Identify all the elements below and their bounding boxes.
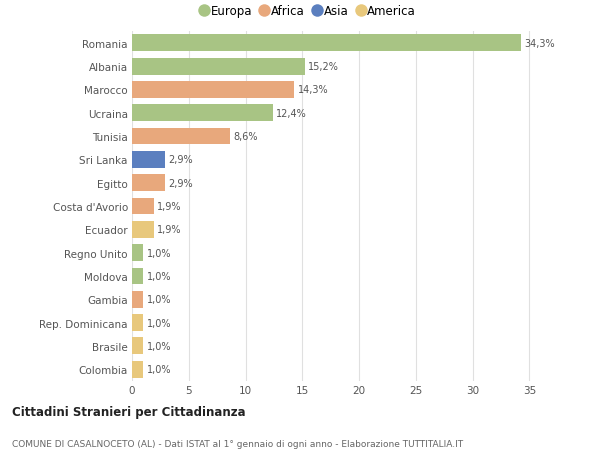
Text: 8,6%: 8,6% bbox=[233, 132, 257, 142]
Text: 34,3%: 34,3% bbox=[525, 39, 556, 49]
Bar bbox=[132, 175, 165, 192]
Text: Cittadini Stranieri per Cittadinanza: Cittadini Stranieri per Cittadinanza bbox=[12, 405, 245, 419]
Bar bbox=[132, 314, 143, 331]
Bar bbox=[132, 361, 143, 378]
Bar bbox=[132, 291, 143, 308]
Text: 1,0%: 1,0% bbox=[147, 271, 171, 281]
Text: 14,3%: 14,3% bbox=[298, 85, 328, 95]
Bar bbox=[132, 268, 143, 285]
Text: 15,2%: 15,2% bbox=[308, 62, 339, 72]
Text: 1,0%: 1,0% bbox=[147, 341, 171, 351]
Bar bbox=[132, 105, 273, 122]
Text: 1,0%: 1,0% bbox=[147, 318, 171, 328]
Text: 1,9%: 1,9% bbox=[157, 202, 181, 212]
Text: COMUNE DI CASALNOCETO (AL) - Dati ISTAT al 1° gennaio di ogni anno - Elaborazion: COMUNE DI CASALNOCETO (AL) - Dati ISTAT … bbox=[12, 439, 463, 448]
Bar bbox=[132, 151, 165, 168]
Text: 2,9%: 2,9% bbox=[169, 178, 193, 188]
Bar bbox=[132, 59, 305, 75]
Bar bbox=[132, 35, 521, 52]
Text: 2,9%: 2,9% bbox=[169, 155, 193, 165]
Text: 1,9%: 1,9% bbox=[157, 225, 181, 235]
Text: 1,0%: 1,0% bbox=[147, 364, 171, 375]
Bar bbox=[132, 129, 230, 145]
Bar bbox=[132, 82, 295, 99]
Bar bbox=[132, 338, 143, 354]
Text: 1,0%: 1,0% bbox=[147, 295, 171, 305]
Legend: Europa, Africa, Asia, America: Europa, Africa, Asia, America bbox=[201, 5, 416, 18]
Text: 12,4%: 12,4% bbox=[276, 108, 307, 118]
Bar bbox=[132, 245, 143, 262]
Bar bbox=[132, 221, 154, 238]
Bar bbox=[132, 198, 154, 215]
Text: 1,0%: 1,0% bbox=[147, 248, 171, 258]
